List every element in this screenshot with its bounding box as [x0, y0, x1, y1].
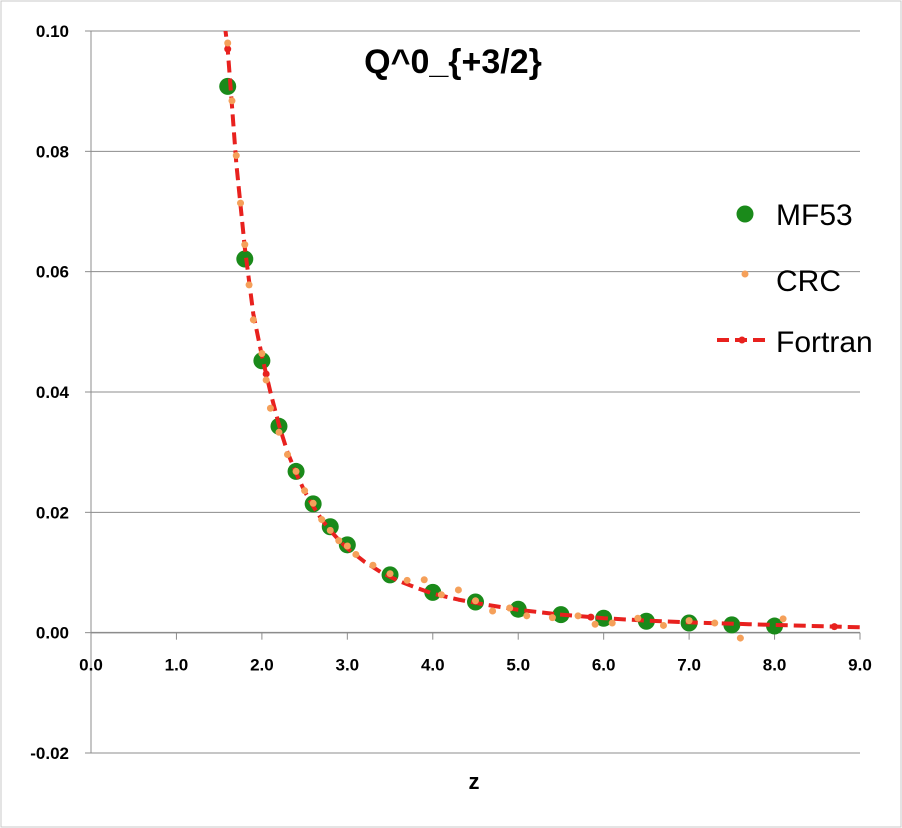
crc-point	[266, 404, 274, 412]
x-tick-label: 0.0	[79, 656, 103, 675]
legend: MF53 CRC Fortran	[717, 199, 873, 359]
crc-point	[262, 376, 270, 384]
crc-point	[736, 634, 744, 642]
crc-point	[523, 612, 531, 620]
legend-marker-crc	[741, 270, 749, 278]
fortran-point	[262, 370, 270, 378]
y-tick-label: 0.06	[36, 263, 69, 282]
x-axis-label: z	[469, 769, 480, 794]
mf53-point	[637, 612, 655, 630]
chart-title: Q^0_{+3/2}	[364, 43, 542, 81]
fortran-point	[587, 613, 595, 621]
crc-point	[241, 241, 249, 249]
legend-dot-fortran	[738, 336, 746, 344]
crc-point	[574, 612, 582, 620]
crc-point	[369, 561, 377, 569]
mf53-point	[253, 352, 271, 370]
crc-point	[249, 316, 257, 324]
legend-label-mf53: MF53	[776, 199, 853, 232]
x-tick-label: 4.0	[421, 656, 445, 675]
crc-point	[326, 526, 334, 534]
mf53-point	[219, 77, 237, 95]
x-tick-label: 3.0	[336, 656, 360, 675]
x-tick-label: 7.0	[677, 656, 701, 675]
x-tick-label: 5.0	[506, 656, 530, 675]
crc-point	[403, 576, 411, 584]
crc-point	[352, 550, 360, 558]
x-tick-label: 6.0	[592, 656, 616, 675]
crc-point	[343, 542, 351, 550]
crc-point	[420, 576, 428, 584]
legend-label-crc: CRC	[776, 265, 841, 298]
series-layer	[219, 31, 861, 642]
crc-point	[245, 281, 253, 289]
crc-point	[685, 617, 693, 625]
mf53-point	[766, 617, 784, 635]
crc-point	[608, 619, 616, 627]
crc-point	[711, 619, 719, 627]
crc-point	[548, 614, 556, 622]
crc-point	[779, 615, 787, 623]
y-tick-label: 0.02	[36, 503, 69, 522]
tick-labels: -0.02 0.00 0.02 0.04 0.06 0.08 0.10 0.0 1.0 2.0 3.…	[30, 22, 872, 763]
crc-point	[634, 614, 642, 622]
crc-point	[228, 97, 236, 105]
crc-point	[659, 621, 667, 629]
x-tick-label: 8.0	[763, 656, 787, 675]
x-tick-label: 2.0	[250, 656, 274, 675]
crc-point	[237, 199, 245, 207]
crc-point	[489, 607, 497, 615]
crc-point	[318, 516, 326, 524]
x-tick-label: 9.0	[848, 656, 872, 675]
crc-point	[309, 499, 317, 507]
crc-point	[472, 597, 479, 605]
crc-point	[284, 451, 292, 459]
crc-point	[258, 349, 266, 357]
crc-point	[386, 570, 394, 578]
y-tick-label: 0.04	[36, 383, 70, 402]
crc-point	[232, 152, 240, 160]
legend-label-fortran: Fortran	[776, 326, 873, 359]
crc-point	[437, 591, 445, 599]
y-tick-label: 0.08	[36, 142, 69, 161]
crc-point	[591, 620, 599, 628]
crc-point	[292, 467, 300, 475]
y-tick-label: 0.10	[36, 22, 69, 41]
fortran-point	[224, 45, 232, 53]
y-tick-label: 0.00	[36, 624, 69, 643]
legend-marker-mf53	[736, 205, 754, 223]
x-tick-label: 1.0	[165, 656, 189, 675]
crc-point	[454, 586, 462, 594]
y-tick-label: -0.02	[30, 744, 69, 763]
crc-point	[224, 39, 232, 47]
crc-point	[275, 428, 283, 436]
crc-point	[506, 604, 514, 612]
crc-point	[301, 487, 309, 495]
fortran-point	[830, 623, 838, 631]
crc-point	[335, 537, 343, 545]
